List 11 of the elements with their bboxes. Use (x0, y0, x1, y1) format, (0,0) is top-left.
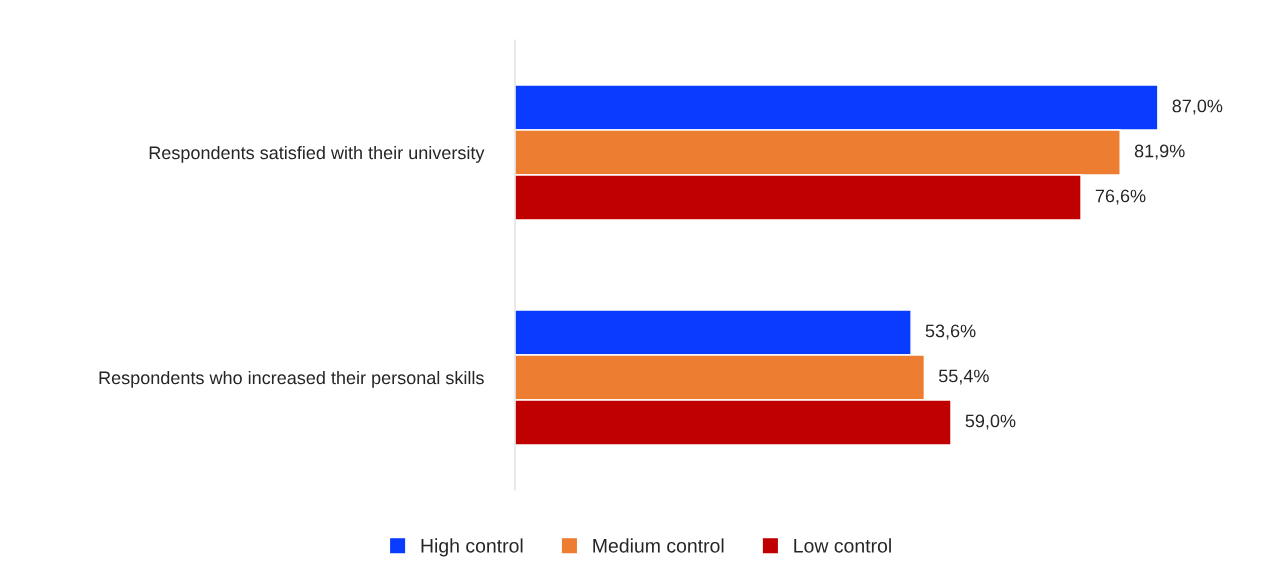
data-label: 87,0% (1172, 99, 1223, 115)
data-label: 53,6% (925, 324, 976, 340)
y-tick-label: Respondents who increased their personal skills (99, 370, 484, 388)
data-label: 59,0% (965, 414, 1016, 430)
legend-label: Medium control (593, 538, 724, 553)
y-tick-label: Respondents satisfied with their university (149, 145, 485, 163)
data-label: 55,4% (938, 369, 989, 385)
data-label: 81,9% (1134, 144, 1185, 160)
legend-label: Low control (794, 538, 891, 553)
legend-label: High control (421, 538, 523, 557)
data-label: 76,6% (1095, 189, 1146, 205)
